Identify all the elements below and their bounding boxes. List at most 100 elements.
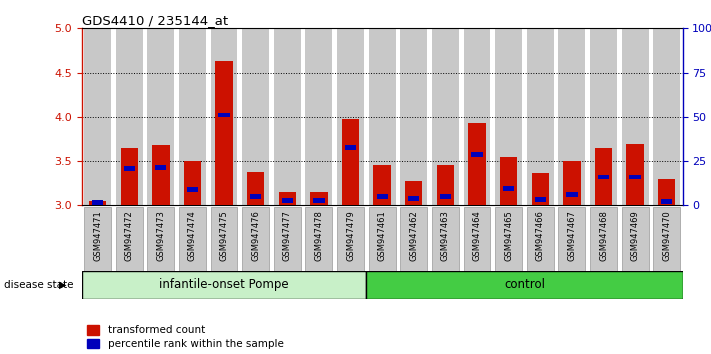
Bar [210,28,237,205]
Bar [116,207,143,271]
Bar [187,187,198,192]
Bar [218,113,230,118]
Bar [274,28,301,205]
Bar [495,207,522,271]
Bar [408,196,419,201]
Bar [500,157,518,205]
Bar [558,28,585,205]
Bar [183,161,201,205]
Bar [369,207,395,271]
Bar [590,28,617,205]
Text: control: control [504,279,545,291]
Bar [337,207,364,271]
Bar [495,28,522,205]
Bar [274,207,301,271]
Text: GSM947463: GSM947463 [441,210,450,261]
Bar [621,207,648,271]
Bar [147,28,174,205]
Bar [439,194,451,199]
Bar [89,201,106,205]
Bar [437,166,454,205]
Bar [120,148,138,205]
Text: GSM947475: GSM947475 [220,210,228,261]
Bar [503,186,514,191]
Text: GSM947473: GSM947473 [156,210,166,261]
Bar [469,123,486,205]
Bar [314,199,325,203]
Bar [527,207,554,271]
Bar [400,28,427,205]
Bar [155,165,166,170]
Text: GSM947474: GSM947474 [188,210,197,261]
Bar [400,207,427,271]
Bar [590,207,617,271]
Bar [566,192,577,197]
Bar [369,28,395,205]
Bar [342,119,359,205]
Text: GSM947470: GSM947470 [662,210,671,261]
Bar [84,207,111,271]
Bar [471,153,483,157]
Text: GSM947476: GSM947476 [251,210,260,261]
Legend: transformed count, percentile rank within the sample: transformed count, percentile rank withi… [87,325,284,349]
Bar [247,172,264,205]
Bar [179,207,206,271]
Text: GSM947466: GSM947466 [536,210,545,261]
Bar [598,175,609,179]
Bar [306,28,332,205]
Bar [282,199,293,203]
Text: ▶: ▶ [58,280,66,290]
Bar [242,28,269,205]
Bar [464,207,491,271]
Bar [432,28,459,205]
Bar [366,271,683,299]
Text: disease state: disease state [4,280,73,290]
Bar [306,207,332,271]
Bar [653,28,680,205]
Bar [92,200,103,205]
Bar [464,28,491,205]
Bar [345,145,356,150]
Bar [595,148,612,205]
Bar [405,181,422,205]
Text: GSM947478: GSM947478 [314,210,324,261]
Bar [210,207,237,271]
Bar [527,28,554,205]
Bar [563,161,581,205]
Bar [373,166,391,205]
Text: GSM947469: GSM947469 [631,210,640,261]
Bar [629,175,641,179]
Bar [250,194,262,199]
Text: GSM947464: GSM947464 [473,210,481,261]
Bar [626,144,644,205]
Text: infantile-onset Pompe: infantile-onset Pompe [159,279,289,291]
Bar [279,192,296,205]
Text: GSM947468: GSM947468 [599,210,608,261]
Text: GSM947472: GSM947472 [124,210,134,261]
Text: GSM947467: GSM947467 [567,210,577,261]
Bar [116,28,143,205]
Bar [310,192,328,205]
Text: GSM947471: GSM947471 [93,210,102,261]
Bar [558,207,585,271]
Bar [84,28,111,205]
Bar [661,199,673,204]
Bar [242,207,269,271]
Text: GSM947465: GSM947465 [504,210,513,261]
Bar [658,179,675,205]
Text: GSM947479: GSM947479 [346,210,355,261]
Bar [337,28,364,205]
Bar [215,61,232,205]
Bar [179,28,206,205]
Bar [147,207,174,271]
Text: GDS4410 / 235144_at: GDS4410 / 235144_at [82,14,228,27]
Bar [124,166,135,171]
Bar [535,197,546,201]
Text: GSM947477: GSM947477 [283,210,292,261]
Bar [377,194,387,199]
Bar [432,207,459,271]
Bar [152,145,169,205]
Text: GSM947461: GSM947461 [378,210,387,261]
Bar [653,207,680,271]
Bar [82,271,366,299]
